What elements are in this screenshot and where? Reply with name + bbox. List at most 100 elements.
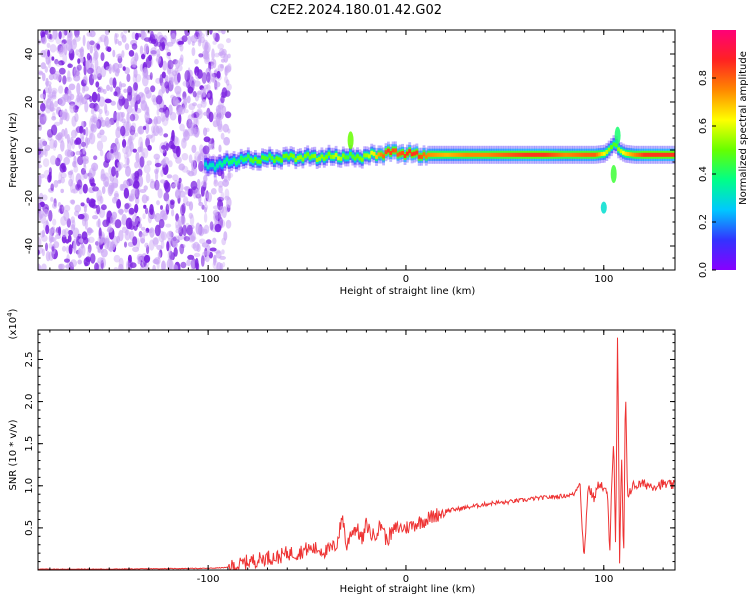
noise-blob [196, 262, 200, 270]
x-tick-label: 0 [403, 574, 409, 585]
noise-blob [212, 237, 217, 245]
noise-blob [99, 34, 107, 43]
noise-blob [58, 131, 62, 141]
noise-blob [97, 235, 103, 246]
noise-blob [205, 56, 210, 62]
spectrogram-y-label: Frequency (Hz) [8, 112, 19, 188]
noise-blob [185, 186, 189, 195]
noise-blob [79, 95, 84, 103]
noise-blob [201, 242, 209, 248]
noise-blob [223, 53, 229, 63]
noise-blob [138, 223, 143, 229]
colorbar-tick-label: 0.4 [698, 166, 709, 182]
ridge-cell [344, 155, 347, 160]
ridge-cell [372, 151, 376, 156]
ridge-cell [460, 152, 464, 157]
ridge-cell [479, 152, 483, 157]
noise-blob [170, 144, 176, 150]
noise-blob [39, 192, 44, 202]
noise-blob [158, 218, 165, 229]
noise-blob [117, 208, 124, 214]
ridge-cell [379, 152, 383, 157]
noise-blob [144, 207, 149, 215]
ridge-cell [356, 154, 359, 159]
noise-blob [174, 85, 182, 95]
noise-blob [160, 231, 168, 241]
noise-blob [146, 195, 150, 201]
ridge-cell [645, 152, 649, 157]
noise-blob [47, 49, 51, 57]
noise-blob [134, 161, 139, 169]
noise-blob [223, 136, 231, 146]
y-tick-label: 2.5 [24, 352, 35, 368]
noise-blob [187, 254, 195, 260]
ridge-cell [600, 152, 604, 156]
noise-blob [197, 69, 203, 79]
noise-blob [203, 206, 208, 213]
noise-blob [191, 113, 197, 118]
noise-blob [106, 84, 111, 92]
ridge-cell [650, 152, 654, 157]
colorbar-tick-label: 0.0 [698, 262, 709, 278]
noise-blob [217, 43, 224, 50]
noise-blob [206, 192, 212, 203]
noise-blob [91, 162, 99, 172]
noise-blob [123, 98, 129, 110]
ridge-cell [427, 152, 431, 157]
noise-blob [97, 248, 104, 254]
ridge-cell [218, 161, 222, 166]
noise-blob [57, 179, 62, 184]
noise-blob [178, 113, 182, 125]
noise-blob [177, 40, 184, 46]
ridge-cell [382, 154, 385, 159]
noise-blob [146, 106, 150, 117]
noise-blob [108, 166, 113, 175]
ridge-cell [330, 154, 333, 159]
noise-blob [97, 132, 102, 139]
noise-blob [71, 188, 79, 194]
x-tick-label: -100 [197, 574, 220, 585]
noise-blob [159, 42, 165, 52]
noise-blob [187, 35, 192, 45]
noise-blob [165, 203, 170, 215]
noise-blob [160, 169, 164, 177]
noise-blob [61, 206, 65, 213]
ridge-cell [667, 152, 670, 157]
ridge-cell [254, 157, 257, 161]
noise-blob [173, 247, 178, 257]
noise-blob [149, 227, 155, 238]
colorbar: 0.0 0.2 0.4 0.6 0.8 Normalized spectral ampl… [698, 30, 749, 278]
snr-frame [37, 329, 676, 571]
noise-blob [141, 194, 148, 204]
noise-blob [174, 99, 181, 106]
noise-blob [92, 215, 99, 220]
ridge-cell [360, 157, 364, 162]
noise-blob [92, 116, 98, 124]
noise-blob [73, 104, 79, 113]
noise-blob [218, 51, 224, 56]
ridge-cell [591, 152, 594, 157]
noise-blob [104, 30, 110, 36]
noise-blob [179, 243, 185, 255]
noise-blob [182, 224, 187, 236]
snr-y-multiplier: (x104) [6, 308, 19, 339]
noise-blob [155, 95, 163, 105]
ridge-cell [261, 155, 264, 160]
noise-blob [201, 72, 207, 84]
noise-blob [226, 38, 231, 44]
noise-blob [177, 72, 181, 83]
noise-blob [76, 82, 81, 95]
noise-blob [150, 134, 156, 143]
noise-blob [61, 229, 67, 238]
ridge-cell [244, 157, 248, 162]
noise-blob [225, 79, 230, 86]
noise-blob [52, 218, 57, 226]
noise-blob [167, 250, 174, 262]
ridge-cell [413, 151, 416, 156]
ridge-cell [524, 152, 528, 157]
noise-blob [128, 207, 135, 215]
noise-blob [134, 132, 139, 137]
ridge-cell [610, 145, 613, 150]
noise-blob [45, 77, 49, 88]
